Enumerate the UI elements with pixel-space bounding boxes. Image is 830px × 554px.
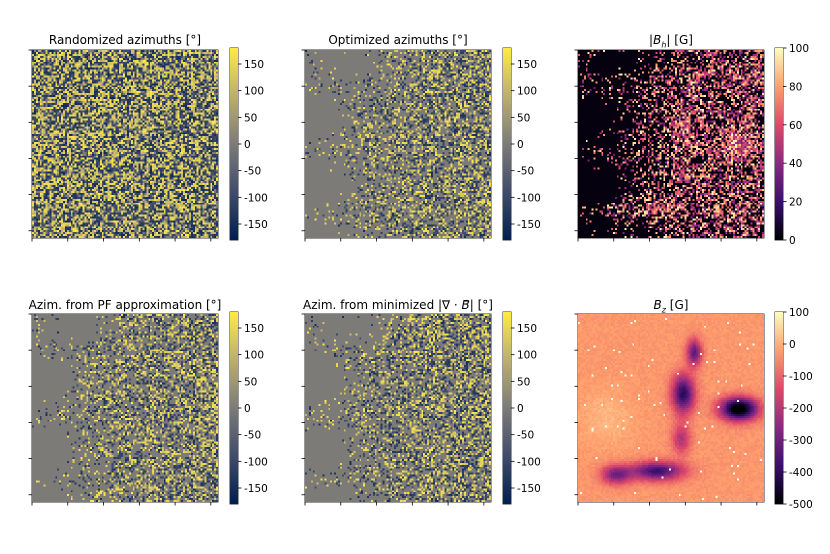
- colorbar-label-0-1: 100: [244, 86, 264, 98]
- colorbar-label-3-1: 100: [244, 350, 264, 362]
- heatmap-5: [578, 314, 764, 502]
- colorbar-label-1-1: 100: [517, 86, 537, 98]
- heatmap-3: [32, 314, 218, 502]
- colorbar-2: [775, 48, 783, 240]
- colorbar-label-3-4: -50: [244, 430, 261, 442]
- bh-title-symbol: B: [653, 33, 662, 47]
- colorbar-label-3-5: -100: [244, 456, 268, 468]
- colorbar-label-5-0: 100: [789, 307, 809, 319]
- colorbar-label-1-0: 150: [517, 59, 537, 71]
- colorbar-label-1-6: -150: [517, 219, 541, 231]
- divb-title-post: | [°]: [469, 298, 493, 312]
- colorbar-label-4-1: 100: [517, 350, 537, 362]
- colorbar-label-1-5: -100: [517, 192, 541, 204]
- colorbar-5: [775, 312, 783, 504]
- colorbar-label-2-0: 100: [789, 43, 809, 55]
- colorbar-label-2-5: 0: [789, 235, 796, 247]
- colorbar-label-0-3: 0: [244, 139, 251, 151]
- colorbar-label-3-6: -150: [244, 483, 268, 495]
- colorbar-label-0-0: 150: [244, 59, 264, 71]
- colorbar-label-0-2: 50: [244, 112, 257, 124]
- colorbar-label-4-2: 50: [517, 376, 530, 388]
- colorbar-label-4-0: 150: [517, 323, 537, 335]
- heatmap-0: [32, 50, 218, 238]
- panel-title-randomized: Randomized azimuths [°]: [48, 33, 202, 47]
- panel-title-optimized: Optimized azimuths [°]: [328, 33, 468, 47]
- bh-title-post: | [G]: [666, 33, 693, 47]
- colorbar-label-1-3: 0: [517, 139, 524, 151]
- bh-title-subscript: h: [661, 40, 667, 50]
- panel-title-divb: Azim. from minimized |∇ · B⃗| [°]: [285, 298, 511, 312]
- colorbar-label-0-4: -50: [244, 166, 261, 178]
- bz-title-symbol: B: [653, 298, 662, 312]
- divb-title-symbol: B: [461, 298, 470, 312]
- colorbar-3: [230, 312, 238, 504]
- colorbar-label-4-6: -150: [517, 483, 541, 495]
- colorbar-label-2-3: 40: [789, 158, 802, 170]
- colorbar-label-5-6: -500: [789, 499, 813, 511]
- bz-title-post: [G]: [665, 298, 689, 312]
- colorbar-label-5-3: -200: [789, 403, 813, 415]
- colorbar-4: [503, 312, 511, 504]
- colorbar-label-2-1: 80: [789, 81, 802, 93]
- colorbar-label-3-3: 0: [244, 403, 251, 415]
- colorbar-label-4-3: 0: [517, 403, 524, 415]
- colorbar-1: [503, 48, 511, 240]
- colorbar-label-5-1: 0: [789, 339, 796, 351]
- divb-title-pre: Azim. from minimized |∇ ·: [303, 298, 462, 312]
- colorbar-label-4-4: -50: [517, 430, 534, 442]
- colorbar-label-1-4: -50: [517, 166, 534, 178]
- colorbar-0: [230, 48, 238, 240]
- panel-title-bz: Bz [G]: [578, 298, 764, 314]
- bh-title-pre: |: [649, 33, 654, 47]
- colorbar-label-5-4: -300: [789, 435, 813, 447]
- colorbar-label-2-4: 20: [789, 197, 802, 209]
- colorbar-label-3-0: 150: [244, 323, 264, 335]
- colorbar-label-0-5: -100: [244, 192, 268, 204]
- heatmap-4: [305, 314, 491, 502]
- colorbar-label-2-2: 60: [789, 120, 802, 132]
- colorbar-label-4-5: -100: [517, 456, 541, 468]
- colorbar-label-3-2: 50: [244, 376, 257, 388]
- heatmap-2: [578, 50, 764, 238]
- heatmap-1: [305, 50, 491, 238]
- panel-title-pf: Azim. from PF approximation [°]: [28, 298, 222, 312]
- panel-title-bh: |Bh| [G]: [578, 33, 764, 49]
- colorbar-label-0-6: -150: [244, 219, 268, 231]
- colorbar-label-5-2: -100: [789, 371, 813, 383]
- bz-title-subscript: z: [661, 305, 666, 315]
- colorbar-label-1-2: 50: [517, 112, 530, 124]
- colorbar-label-5-5: -400: [789, 467, 813, 479]
